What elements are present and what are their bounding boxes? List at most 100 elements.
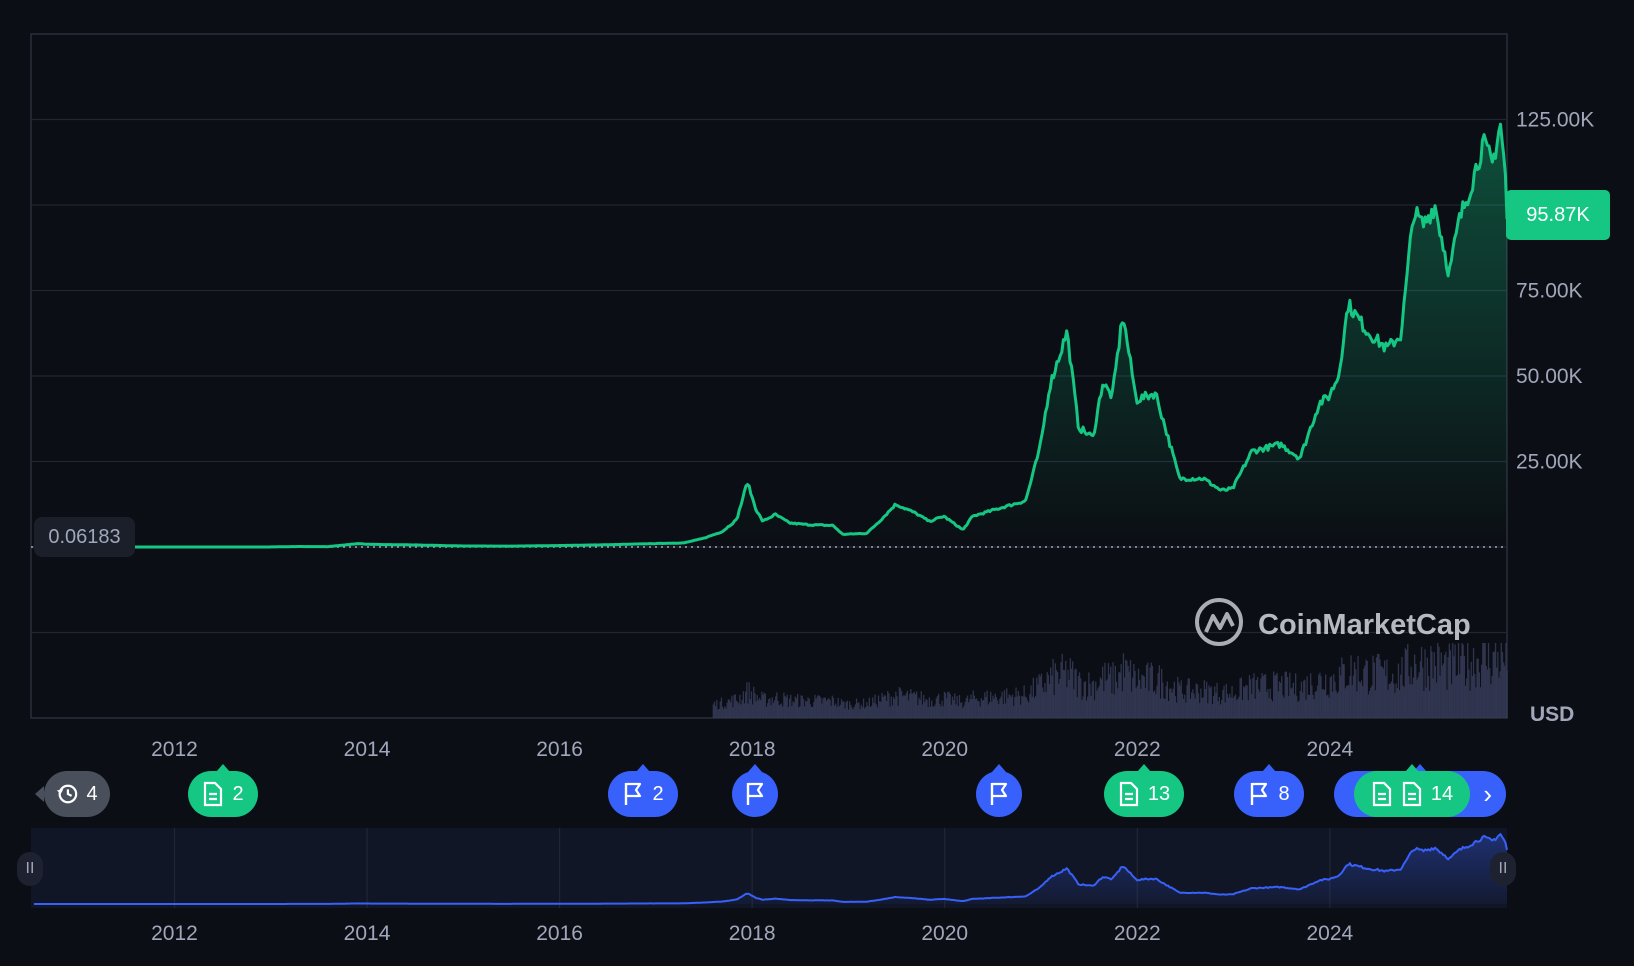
volume-bar	[1010, 696, 1013, 718]
volume-bar	[799, 706, 801, 718]
volume-bar	[784, 695, 786, 718]
flag-marker-2023[interactable]: 8	[1234, 764, 1304, 817]
volume-bar	[1102, 666, 1104, 718]
volume-bar	[1362, 686, 1364, 718]
volume-bar	[906, 690, 909, 718]
volume-bar	[1048, 683, 1051, 718]
volume-bar	[1453, 656, 1455, 718]
volume-bar	[763, 692, 765, 718]
flag-marker-2017[interactable]: 2	[608, 764, 678, 817]
volume-bar	[762, 694, 764, 718]
volume-bar	[1500, 643, 1502, 718]
volume-bar	[883, 695, 885, 718]
flag-marker-2020[interactable]	[976, 764, 1022, 817]
volume-bar	[798, 707, 800, 718]
volume-bar	[1351, 685, 1353, 718]
volume-bar	[1267, 689, 1269, 718]
volume-bar	[1166, 681, 1168, 718]
volume-bar	[1394, 692, 1396, 718]
volume-bar	[1461, 643, 1463, 718]
volume-bar	[1162, 682, 1164, 718]
flag-marker-2018[interactable]	[732, 764, 778, 817]
volume-bar	[1275, 674, 1277, 718]
volume-bar	[1065, 660, 1067, 718]
volume-bar	[1178, 682, 1180, 718]
volume-bar	[943, 691, 946, 718]
volume-bar	[1498, 677, 1500, 718]
volume-bar	[899, 688, 902, 718]
navigator-right-handle[interactable]: II	[1490, 852, 1516, 886]
volume-bar	[857, 702, 859, 718]
volume-bar	[961, 702, 963, 718]
volume-bar	[745, 691, 747, 718]
news-marker-2022[interactable]: 13	[1104, 764, 1184, 817]
volume-bar	[1373, 662, 1375, 718]
volume-bar	[1081, 700, 1083, 718]
volume-bar	[1430, 646, 1432, 718]
volume-bar	[716, 700, 718, 718]
volume-bar	[724, 706, 726, 718]
volume-bar	[1273, 671, 1275, 718]
volume-bar	[1282, 695, 1284, 718]
volume-bar	[718, 708, 720, 718]
news-marker-2025[interactable]: 14	[1354, 764, 1470, 817]
volume-bar	[998, 704, 1000, 718]
volume-bar	[1366, 661, 1368, 718]
volume-bar	[979, 706, 981, 718]
volume-bar	[1478, 672, 1480, 718]
volume-bar	[1169, 688, 1171, 718]
volume-bar	[834, 705, 836, 718]
x-axis: 2012 2014 2016 2018 2020 2022 2024	[151, 738, 1353, 761]
coinmarketcap-logo-icon	[1195, 598, 1243, 646]
volume-bar	[1255, 680, 1257, 718]
volume-bar	[1388, 683, 1390, 718]
volume-bar	[1468, 669, 1470, 718]
volume-bar	[1036, 677, 1038, 718]
volume-bar	[739, 694, 741, 718]
volume-bar	[1337, 691, 1339, 718]
volume-bar	[734, 694, 736, 718]
volume-bar	[1137, 668, 1140, 718]
volume-bar	[805, 700, 807, 718]
volume-bar	[795, 698, 798, 718]
volume-bar	[897, 705, 899, 718]
volume-bar	[1296, 695, 1298, 718]
volume-bar	[1338, 666, 1341, 718]
volume-bar	[1005, 703, 1007, 718]
volume-bar	[1099, 677, 1101, 718]
volume-bar	[1229, 693, 1231, 718]
navigator-x-tick-label: 2024	[1306, 922, 1353, 945]
volume-bar	[873, 702, 875, 718]
volume-bar	[923, 695, 925, 718]
volume-bar	[957, 706, 959, 718]
chevron-right-icon[interactable]: ›	[1483, 779, 1492, 809]
volume-bar	[1217, 701, 1219, 718]
volume-bar	[1501, 652, 1504, 718]
x-tick-label: 2012	[151, 738, 198, 761]
volume-bar	[765, 706, 768, 718]
volume-bar	[1356, 691, 1358, 718]
volume-bar	[1499, 671, 1501, 718]
volume-bar	[1181, 693, 1184, 718]
volume-bar	[902, 696, 904, 718]
volume-bar	[1233, 696, 1236, 718]
navigator-left-handle[interactable]: II	[17, 852, 43, 886]
volume-bar	[1050, 667, 1052, 718]
volume-bar	[962, 708, 964, 718]
volume-bar	[1411, 684, 1413, 718]
volume-bar	[794, 696, 796, 718]
volume-bar	[746, 682, 748, 718]
volume-bar	[987, 704, 989, 718]
y-tick-label: 25.00K	[1516, 451, 1583, 474]
volume-bar	[1063, 670, 1066, 718]
volume-bar	[815, 698, 817, 718]
volume-bar	[769, 698, 771, 718]
volume-bar	[840, 699, 843, 718]
volume-bar	[790, 694, 792, 718]
history-marker[interactable]: 4	[35, 771, 110, 817]
volume-bar	[816, 696, 818, 718]
volume-bar	[1403, 687, 1405, 718]
news-marker-2012[interactable]: 2	[188, 764, 258, 817]
